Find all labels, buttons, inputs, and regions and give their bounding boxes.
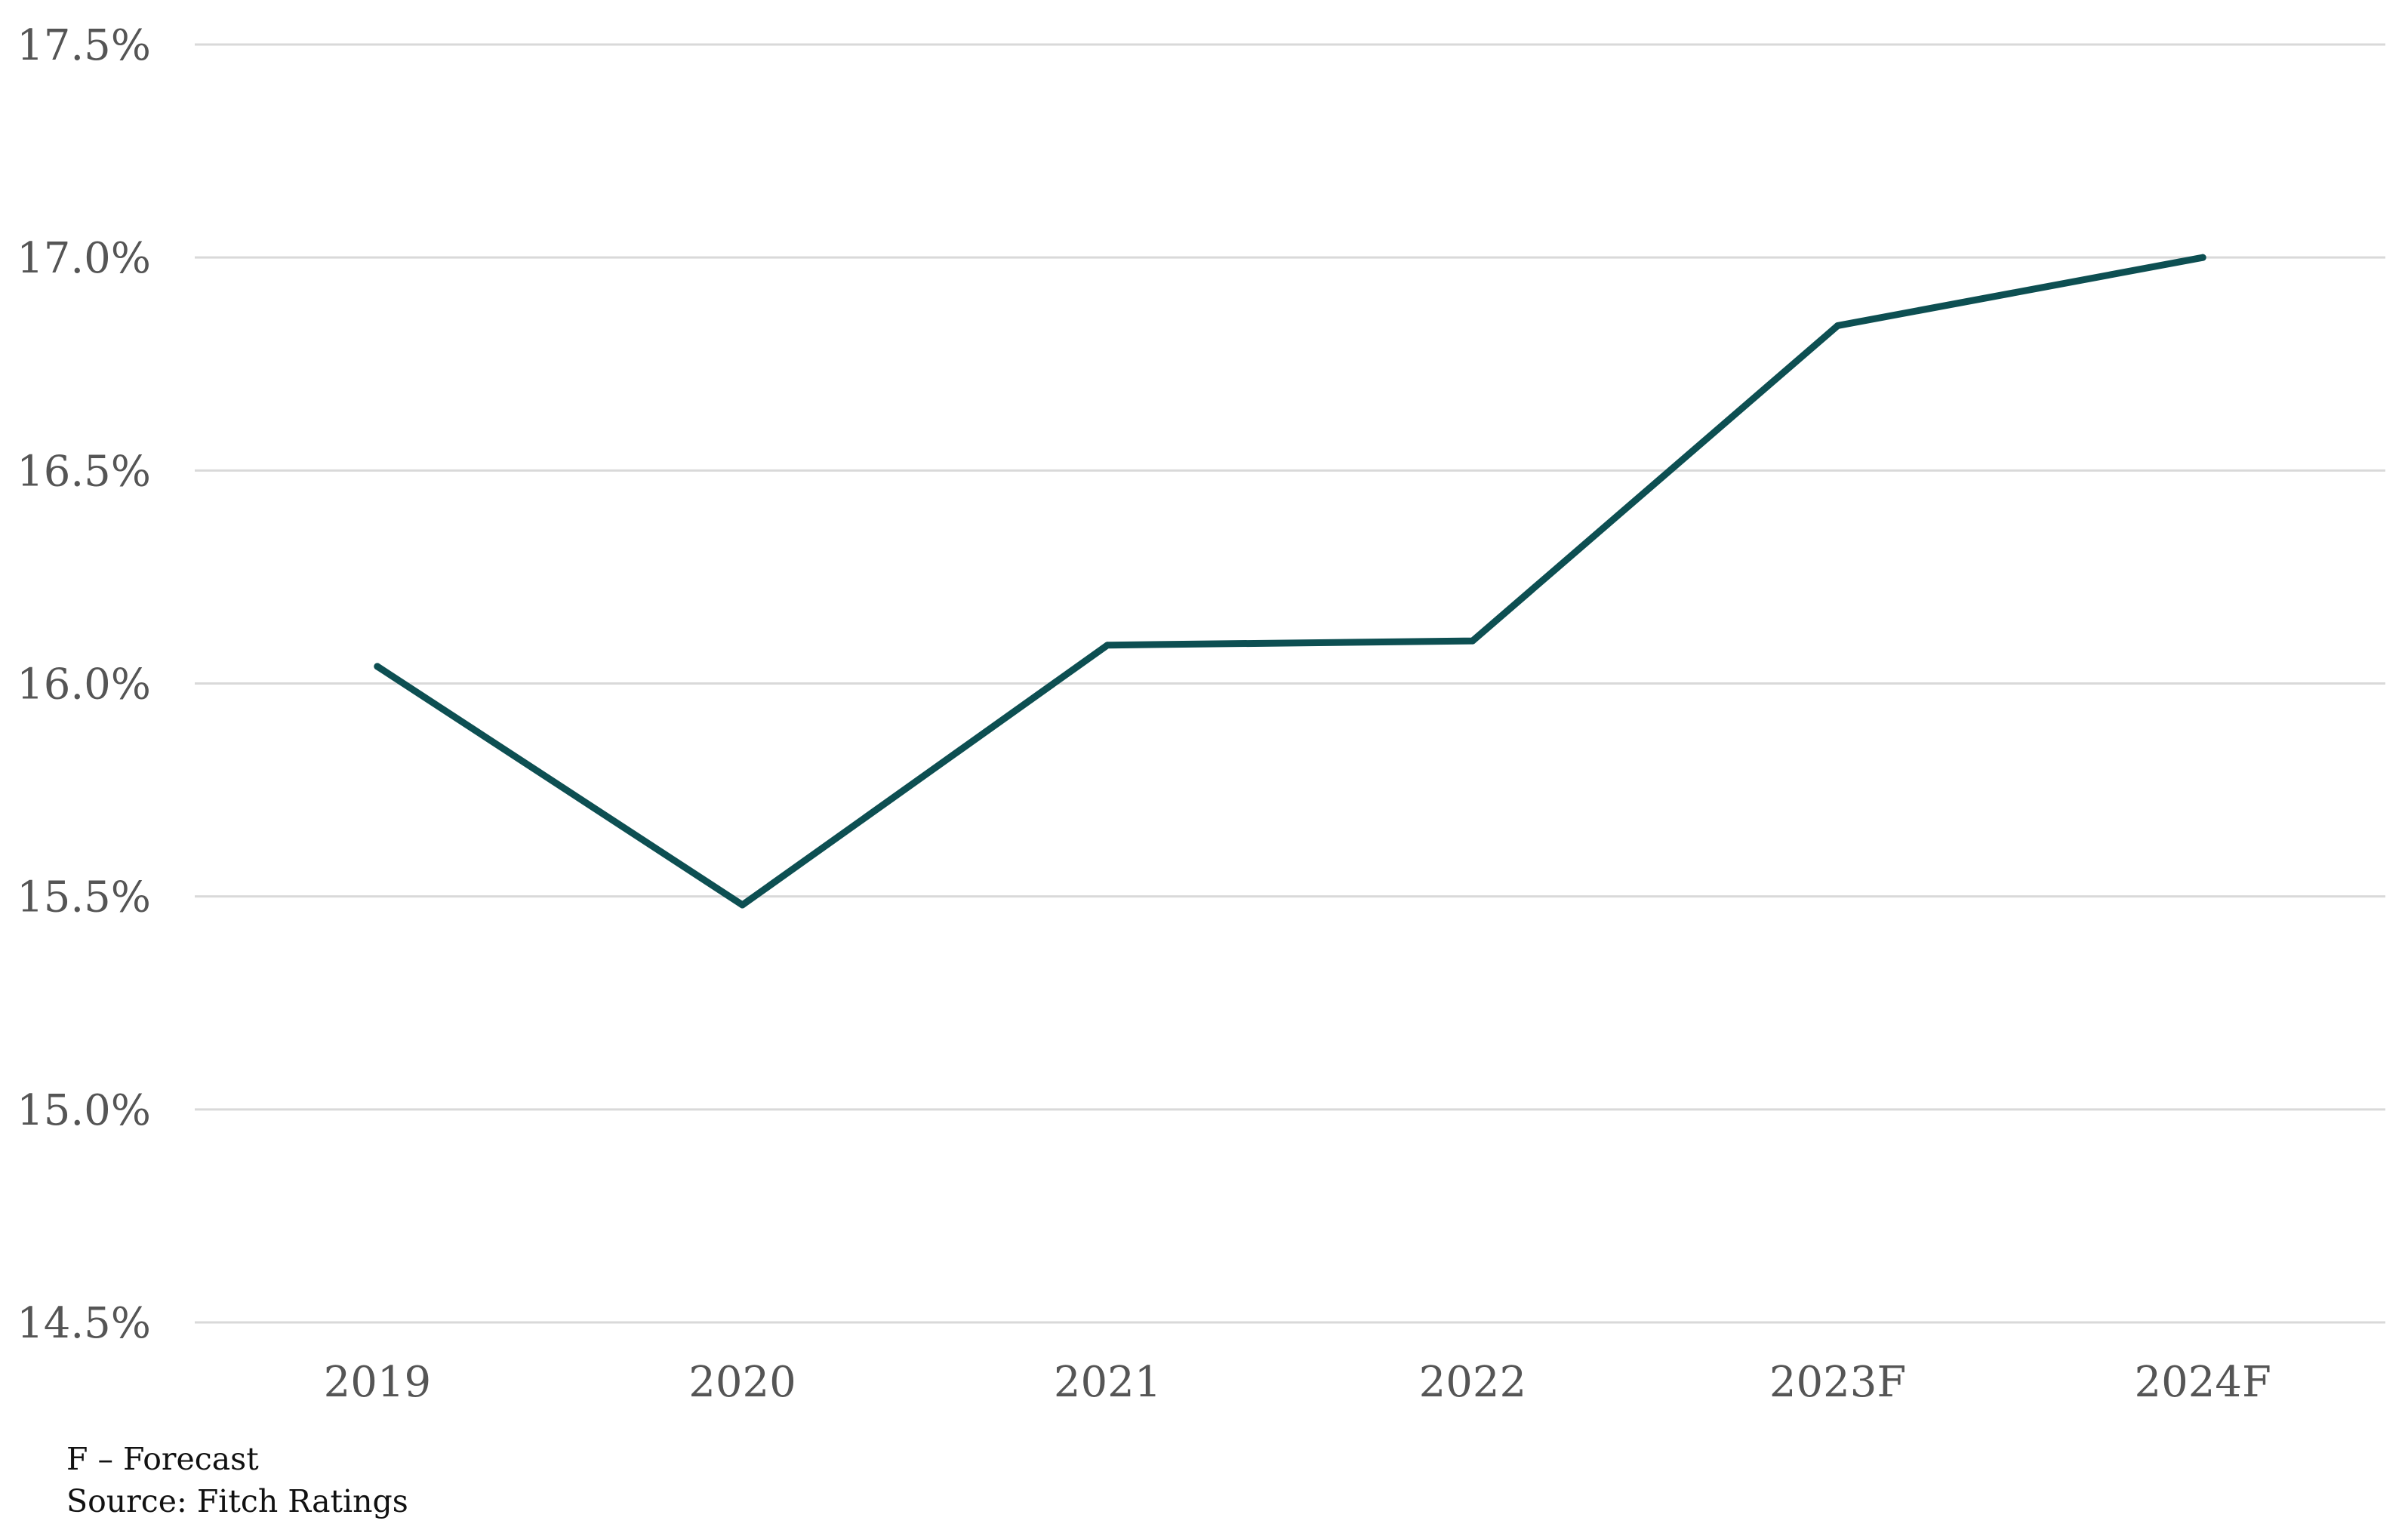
y-tick-label: 16.0% <box>17 660 151 710</box>
data-point <box>1104 642 1111 649</box>
y-tick-label: 15.0% <box>17 1086 151 1135</box>
data-point <box>374 663 381 670</box>
data-point <box>1469 637 1477 645</box>
data-point <box>2199 254 2206 261</box>
y-tick-label: 16.5% <box>17 447 151 496</box>
data-point <box>739 901 746 909</box>
x-tick-label: 2020 <box>688 1358 796 1407</box>
x-tick-label: 2019 <box>324 1358 432 1407</box>
chart-notes: F – Forecast Source: Fitch Ratings <box>66 1438 408 1522</box>
x-tick-label: 2024F <box>2134 1358 2271 1407</box>
x-tick-label: 2021 <box>1054 1358 1162 1407</box>
y-axis-ticks: 14.5% 15.0% 15.5% 16.0% 16.5% 17.0% 17.5% <box>17 21 151 1348</box>
y-tick-label: 17.0% <box>17 234 151 283</box>
series-line <box>374 254 2206 909</box>
data-point <box>1834 322 1841 329</box>
x-tick-label: 2023F <box>1769 1358 1906 1407</box>
gridlines <box>195 43 2385 1324</box>
x-axis-ticks: 2019 2020 2021 2022 2023F 2024F <box>324 1358 2271 1407</box>
x-tick-label: 2022 <box>1419 1358 1527 1407</box>
source-note: Source: Fitch Ratings <box>66 1483 408 1519</box>
y-tick-label: 14.5% <box>17 1299 151 1348</box>
forecast-note: F – Forecast <box>66 1441 259 1477</box>
y-tick-label: 17.5% <box>17 21 151 70</box>
series-layer <box>374 254 2206 909</box>
y-tick-label: 15.5% <box>17 873 151 922</box>
